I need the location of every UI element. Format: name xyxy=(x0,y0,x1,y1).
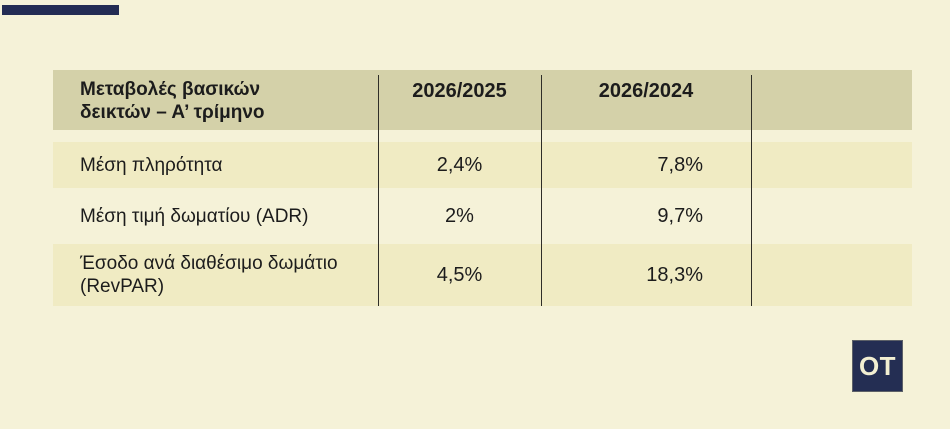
ot-logo-text: OT xyxy=(858,350,897,381)
table-row-revpar: Έσοδο ανά διαθέσιμο δωμάτιο (RevPAR) 4,5… xyxy=(53,244,912,306)
column-divider-1 xyxy=(378,75,379,306)
value-text: 18,3% xyxy=(646,263,703,286)
value-text: 7,8% xyxy=(657,153,703,176)
table-title-line-1: Μεταβολές βασικών xyxy=(80,79,261,100)
row-value-2026-2025: 4,5% xyxy=(378,244,541,306)
row-label: Μέση τιμή δωματίου (ADR) xyxy=(53,188,378,244)
row-label-text: Μέση τιμή δωματίου (ADR) xyxy=(80,205,309,227)
row-value-2026-2025: 2% xyxy=(378,188,541,244)
row-label: Έσοδο ανά διαθέσιμο δωμάτιο (RevPAR) xyxy=(53,244,378,306)
table-header-row: Μεταβολές βασικών δεικτών – Α’ τρίμηνο 2… xyxy=(53,70,912,130)
table-title: Μεταβολές βασικών δεικτών – Α’ τρίμηνο xyxy=(80,78,265,124)
row-label: Μέση πληρότητα xyxy=(53,142,378,188)
row-value-2026-2025: 2,4% xyxy=(378,142,541,188)
table-row-adr: Μέση τιμή δωματίου (ADR) 2% 9,7% xyxy=(53,188,912,244)
value-text: 9,7% xyxy=(657,204,703,227)
table-row-occupancy: Μέση πληρότητα 2,4% 7,8% xyxy=(53,142,912,188)
row-empty-cell xyxy=(751,188,912,244)
row-value-2026-2024: 9,7% xyxy=(541,188,751,244)
row-value-2026-2024: 7,8% xyxy=(541,142,751,188)
column-header-empty xyxy=(751,70,912,130)
row-label-text: Έσοδο ανά διαθέσιμο δωμάτιο (RevPAR) xyxy=(80,253,338,297)
column-divider-3 xyxy=(751,75,752,306)
row-empty-cell xyxy=(751,142,912,188)
row-label-text: Μέση πληρότητα xyxy=(80,154,223,176)
column-divider-2 xyxy=(541,75,542,306)
row-value-2026-2024: 18,3% xyxy=(541,244,751,306)
metrics-table: Μεταβολές βασικών δεικτών – Α’ τρίμηνο 2… xyxy=(53,70,912,306)
value-text: 4,5% xyxy=(436,263,483,286)
column-header-2026-2025: 2026/2025 xyxy=(412,80,507,102)
table-title-line-2: δεικτών – Α’ τρίμηνο xyxy=(80,102,265,123)
table-title-cell: Μεταβολές βασικών δεικτών – Α’ τρίμηνο xyxy=(53,70,378,130)
top-accent-bar xyxy=(2,5,119,15)
header-row-gap xyxy=(53,130,912,142)
value-text: 2% xyxy=(445,204,474,227)
row-empty-cell xyxy=(751,244,912,306)
ot-logo: OT xyxy=(852,340,903,392)
column-header-2026-2024: 2026/2024 xyxy=(598,80,694,102)
value-text: 2,4% xyxy=(436,153,483,176)
